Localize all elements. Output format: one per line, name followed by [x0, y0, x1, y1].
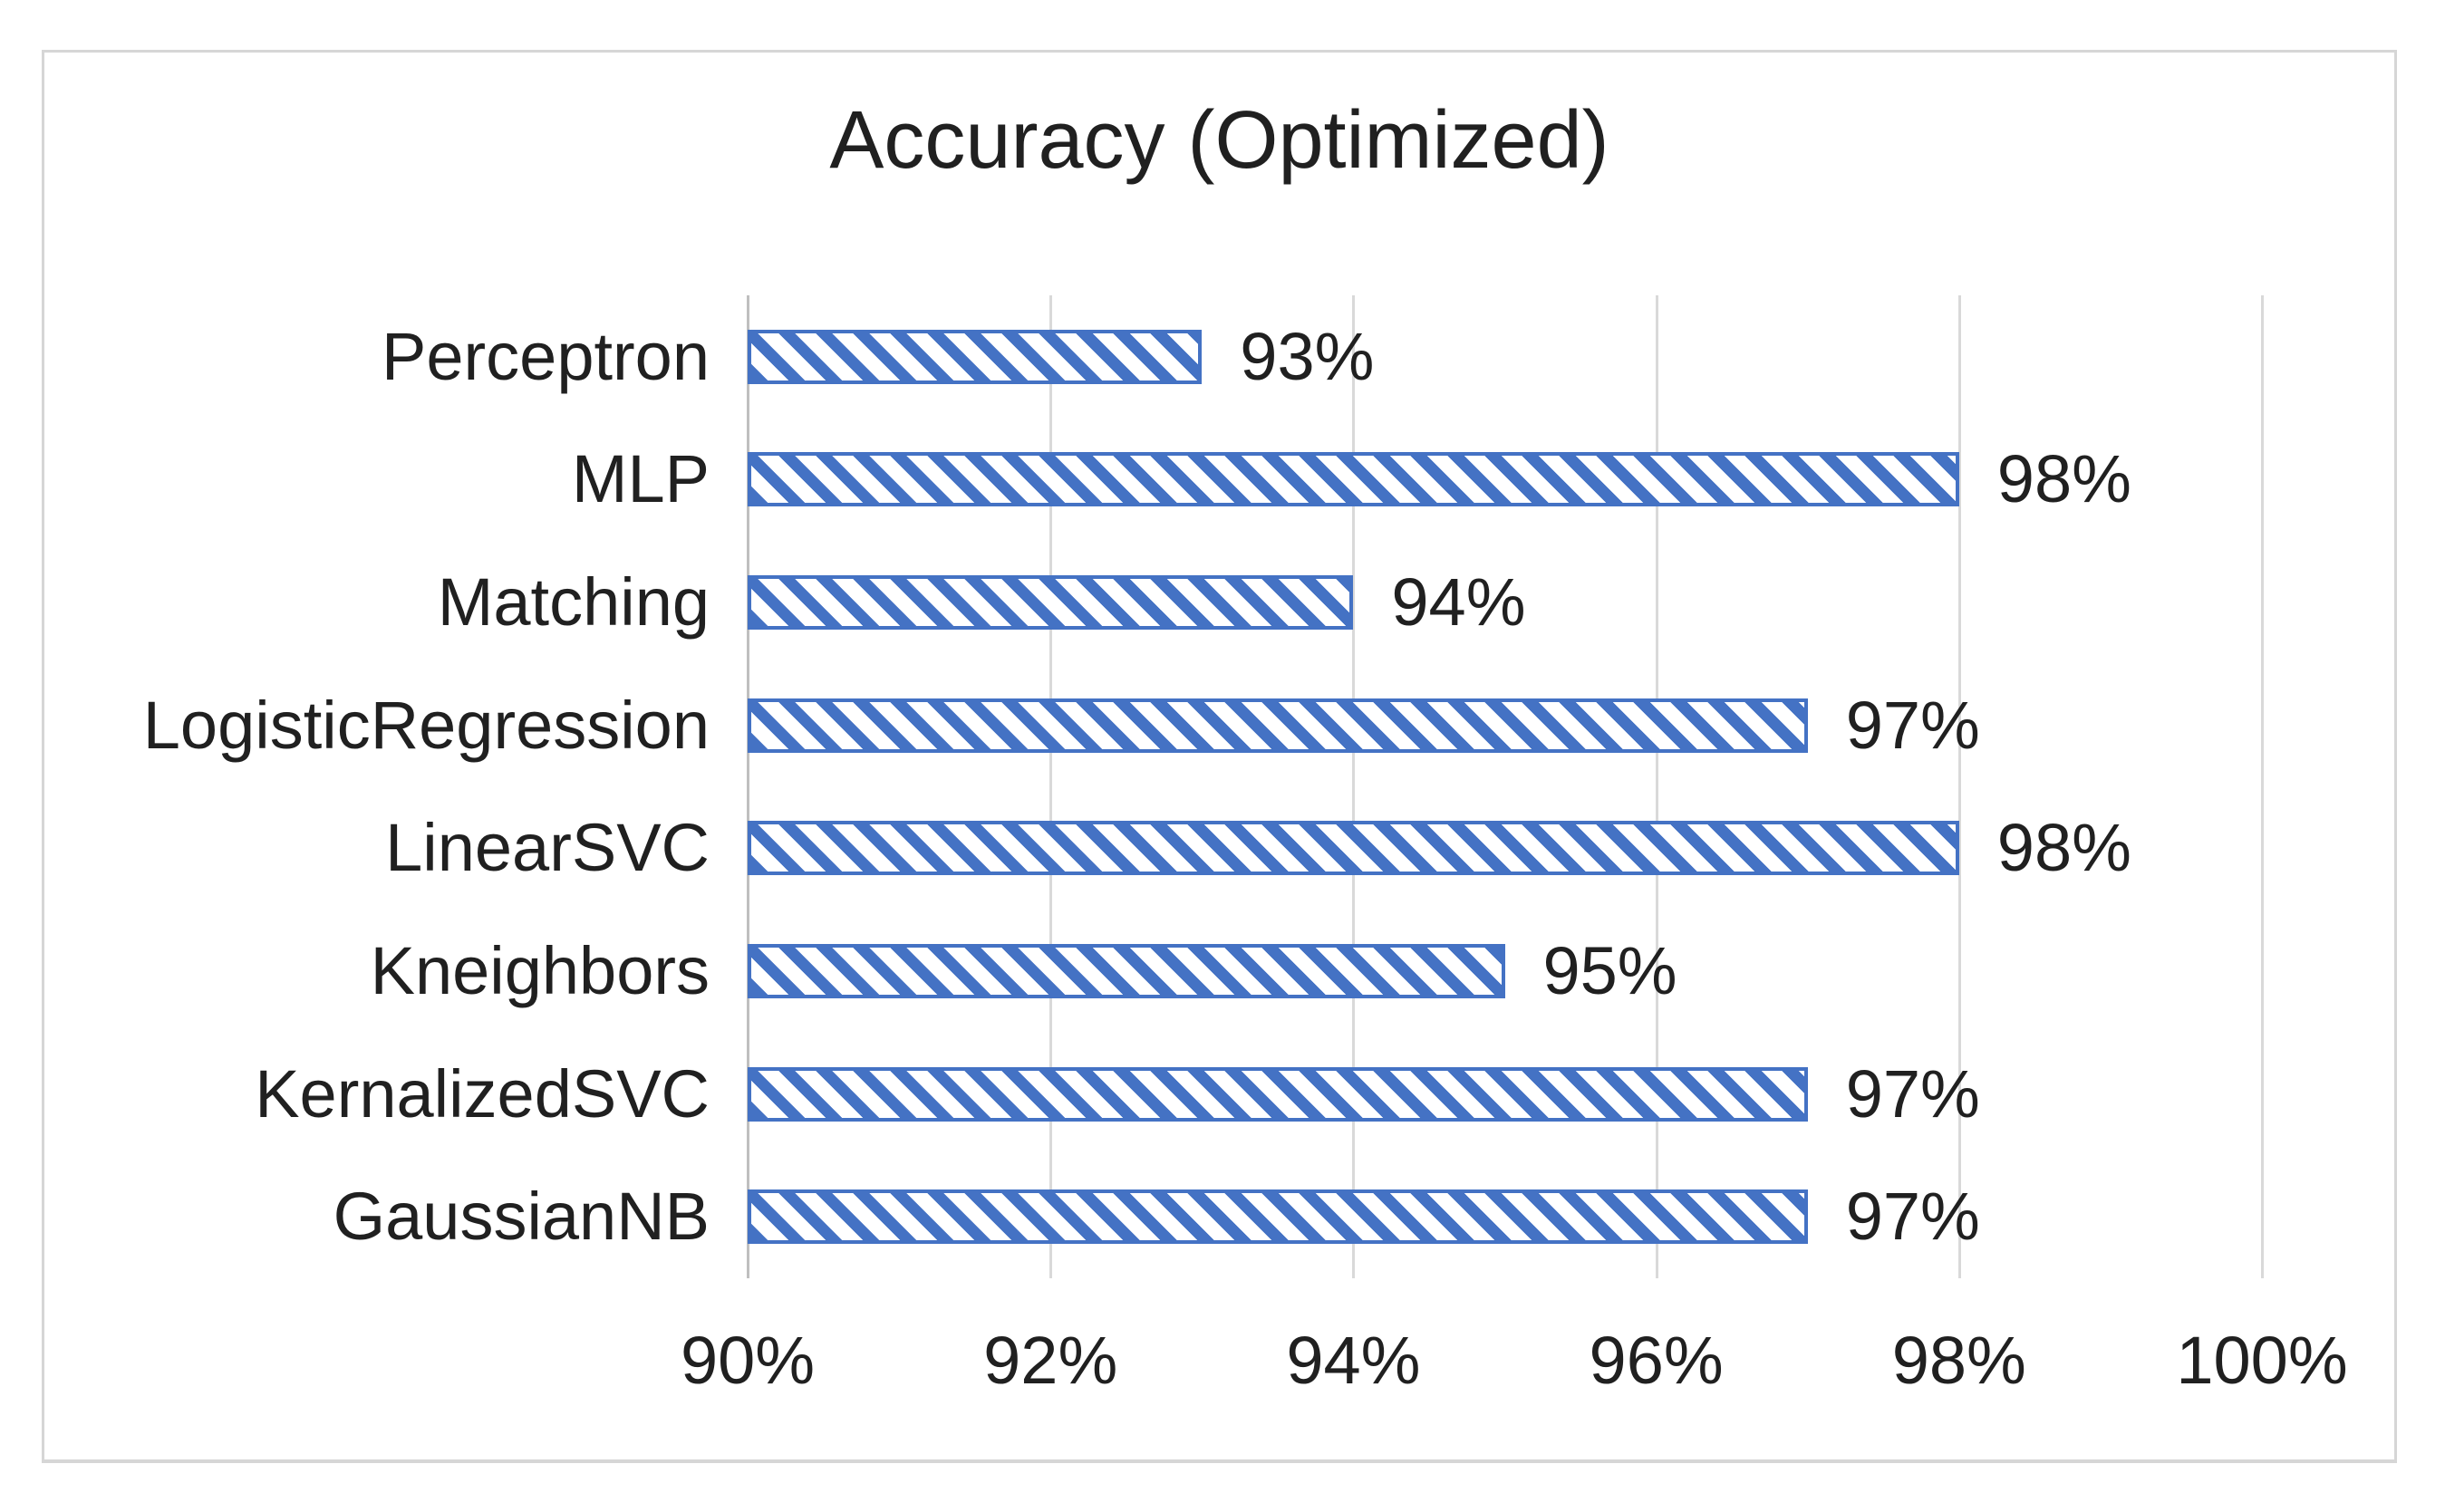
category-label: Matching — [437, 564, 710, 640]
data-label: 98% — [1996, 441, 2131, 517]
gridline-100 — [2261, 295, 2264, 1278]
plot-area: Perceptron 93% MLP 98% Matching — [44, 295, 2264, 1278]
gridline-90 — [747, 295, 749, 1278]
chart-frame: Accuracy (Optimized) Perceptron 93% — [42, 50, 2397, 1463]
data-label: 94% — [1391, 564, 1526, 640]
bar-logisticregression — [748, 698, 1808, 753]
data-label: 95% — [1542, 932, 1677, 1008]
x-tick-90: 90% — [680, 1323, 816, 1398]
bar-track: 98% — [748, 419, 2262, 542]
x-tick-100: 100% — [2176, 1323, 2348, 1398]
x-tick-98: 98% — [1891, 1323, 2026, 1398]
x-tick-96: 96% — [1589, 1323, 1724, 1398]
bar-row-logisticregression: LogisticRegression 97% — [44, 664, 2262, 787]
category-label: KernalizedSVC — [255, 1055, 710, 1132]
bar-gaussiannb — [748, 1189, 1808, 1245]
bar-matching — [748, 575, 1354, 631]
bar-row-gaussiannb: GaussianNB 97% — [44, 1155, 2262, 1278]
category-label: GaussianNB — [333, 1179, 710, 1255]
x-tick-94: 94% — [1286, 1323, 1421, 1398]
bar-track: 97% — [748, 1155, 2262, 1278]
bar-row-matching: Matching 94% — [44, 541, 2262, 664]
bar-row-mlp: MLP 98% — [44, 419, 2262, 542]
data-label: 97% — [1845, 1179, 1980, 1255]
data-label: 98% — [1996, 810, 2131, 886]
bar-row-perceptron: Perceptron 93% — [44, 295, 2262, 419]
bar-rows: Perceptron 93% MLP 98% Matching — [44, 295, 2262, 1278]
category-label: MLP — [571, 441, 710, 517]
bar-track: 94% — [748, 541, 2262, 664]
bar-track: 98% — [748, 787, 2262, 910]
bar-track: 97% — [748, 1033, 2262, 1156]
category-label: LogisticRegression — [142, 687, 710, 763]
bar-row-kernalizedsvc: KernalizedSVC 97% — [44, 1033, 2262, 1156]
gridline-98 — [1957, 295, 1961, 1278]
bar-row-kneighbors: Kneighbors 95% — [44, 910, 2262, 1033]
bar-linearsvc — [748, 821, 1959, 876]
gridline-layer — [747, 295, 2264, 1278]
bar-perceptron — [748, 329, 1203, 384]
gridline-94 — [1352, 295, 1356, 1278]
bar-track: 97% — [748, 664, 2262, 787]
gridline-96 — [1655, 295, 1658, 1278]
data-label: 93% — [1240, 318, 1375, 394]
bar-kneighbors — [748, 943, 1505, 998]
x-tick-92: 92% — [983, 1323, 1118, 1398]
bar-row-linearsvc: LinearSVC 98% — [44, 787, 2262, 910]
category-label: Kneighbors — [370, 932, 710, 1008]
chart-title: Accuracy (Optimized) — [829, 95, 1609, 186]
bar-track: 95% — [748, 910, 2262, 1033]
category-label: LinearSVC — [385, 810, 710, 886]
bar-kernalizedsvc — [748, 1066, 1808, 1122]
data-label: 97% — [1845, 1055, 1980, 1132]
bar-track: 93% — [748, 295, 2262, 419]
gridline-92 — [1049, 295, 1053, 1278]
bar-mlp — [748, 452, 1959, 507]
data-label: 97% — [1845, 687, 1980, 763]
category-label: Perceptron — [382, 318, 710, 394]
x-axis: 90% 92% 94% 96% 98% 100% — [681, 1321, 2348, 1421]
